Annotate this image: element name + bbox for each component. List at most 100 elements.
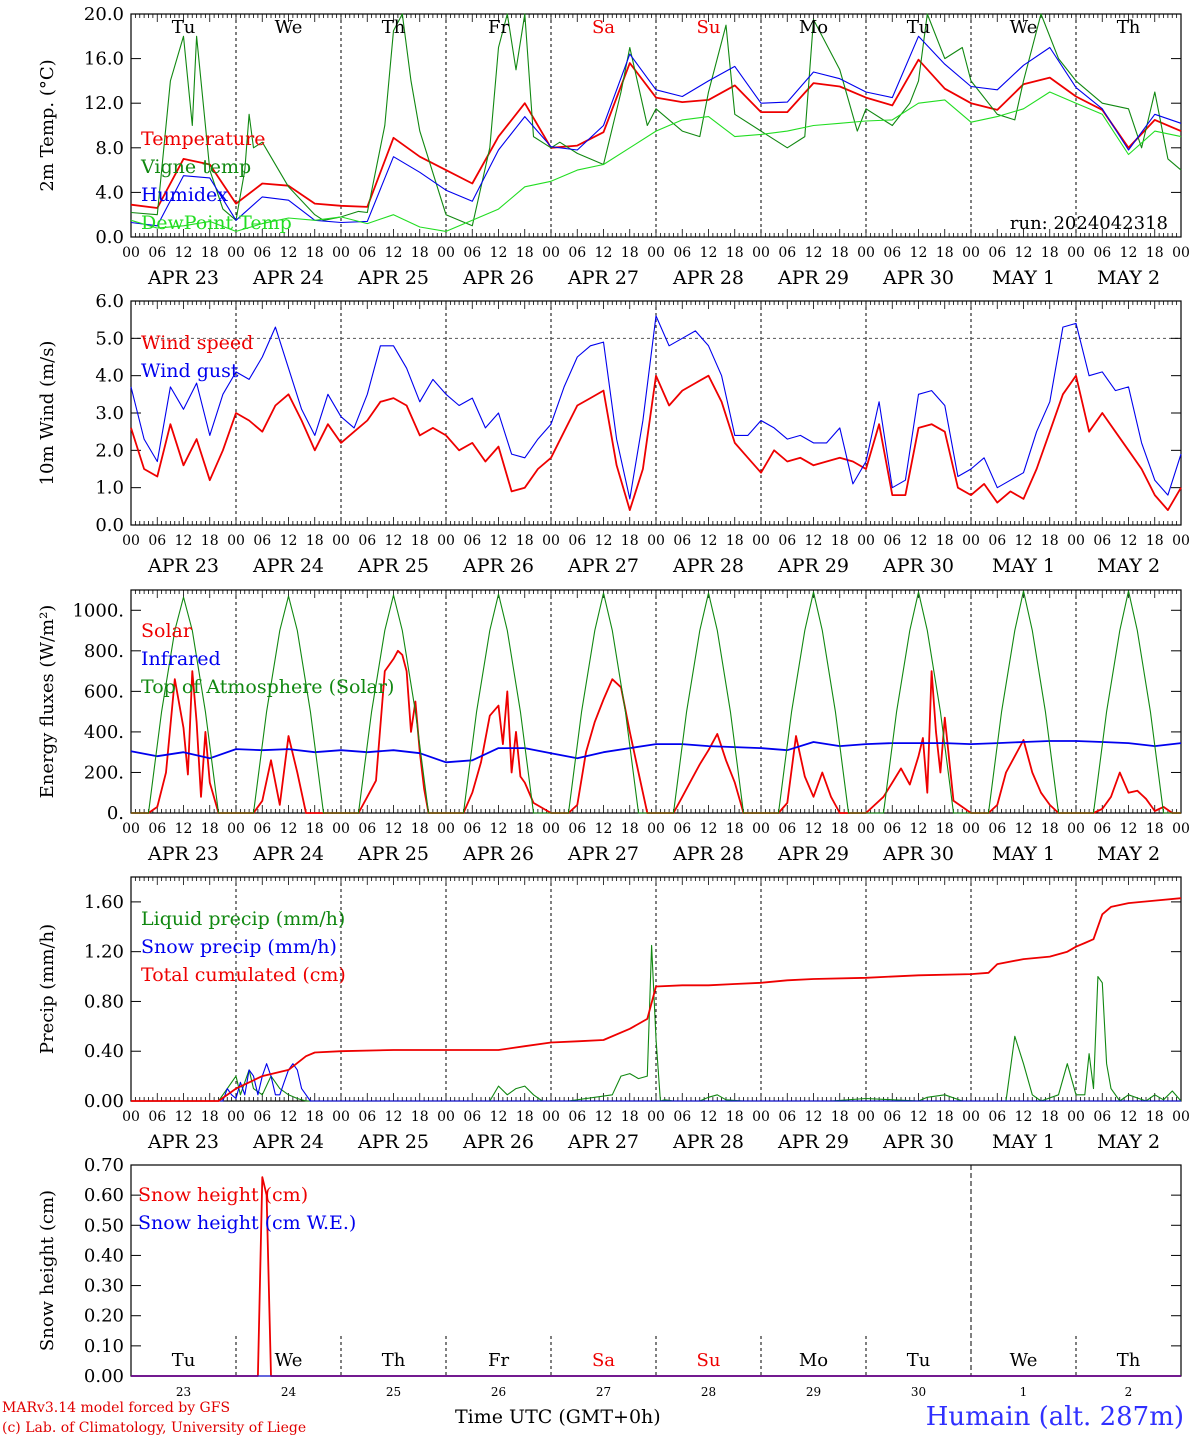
hour-tick-label: 06: [463, 821, 481, 837]
hour-tick-label: 12: [385, 245, 403, 261]
hour-tick-label: 12: [595, 245, 613, 261]
time-axis-label: Time UTC (GMT+0h): [455, 1406, 661, 1428]
hour-tick-label: 00: [1172, 1109, 1190, 1125]
panel-2: 0. 200. 400. 600. 800. 1000. Energy fluxes (W/…: [37, 589, 1190, 865]
weekday-label: Tu: [172, 17, 196, 38]
hour-tick-label: 12: [805, 821, 823, 837]
hour-tick-label: 18: [831, 533, 849, 549]
weekday-label: Tu: [907, 1350, 931, 1371]
hour-tick-label: 00: [227, 533, 245, 549]
hour-tick-label: 12: [280, 533, 298, 549]
hour-tick-label: 00: [752, 821, 770, 837]
hour-tick-label: 00: [227, 821, 245, 837]
legend-entry: Infrared: [141, 648, 221, 670]
hour-tick-label: 18: [516, 821, 534, 837]
date-label: APR 29: [777, 267, 849, 289]
hour-tick-label: 00: [1172, 821, 1190, 837]
hour-tick-label: 00: [752, 1109, 770, 1125]
hour-tick-label: 06: [1093, 533, 1111, 549]
y-tick-label: 16.0: [84, 49, 124, 70]
hour-tick-label: 00: [1067, 245, 1085, 261]
weekday-label: Mo: [799, 17, 828, 38]
hour-tick-label: 18: [831, 1109, 849, 1125]
hour-tick-label: 12: [490, 1109, 508, 1125]
hour-tick-label: 12: [280, 245, 298, 261]
hour-tick-label: 12: [490, 533, 508, 549]
y-tick-label: 0.: [107, 803, 124, 824]
hour-tick-label: 18: [201, 1109, 219, 1125]
hour-tick-label: 00: [437, 821, 455, 837]
legend-entry: Top of Atmosphere (Solar): [141, 676, 394, 698]
date-label: APR 25: [357, 1131, 429, 1153]
series-line: [130, 13, 1182, 227]
hour-tick-label: 00: [752, 245, 770, 261]
hour-tick-label: 00: [332, 245, 350, 261]
hour-tick-label: 06: [253, 821, 271, 837]
y-tick-label: 0.0: [95, 227, 124, 248]
series-line: [131, 590, 1181, 814]
hour-tick-label: 18: [936, 533, 954, 549]
legend-entry: Snow height (cm): [138, 1184, 308, 1206]
hour-tick-label: 00: [1067, 821, 1085, 837]
hour-tick-label: 12: [280, 821, 298, 837]
hour-tick-label: 18: [621, 821, 639, 837]
hour-tick-label: 12: [175, 533, 193, 549]
hour-tick-label: 18: [306, 821, 324, 837]
date-label: APR 30: [882, 843, 954, 865]
hour-tick-label: 06: [463, 245, 481, 261]
hour-tick-label: 06: [148, 1109, 166, 1125]
hour-tick-label: 18: [516, 1109, 534, 1125]
y-tick-label: 8.0: [95, 138, 124, 159]
hour-tick-label: 12: [1120, 821, 1138, 837]
hour-tick-label: 00: [437, 1109, 455, 1125]
hour-tick-label: 06: [778, 533, 796, 549]
date-label: APR 28: [672, 555, 744, 577]
hour-tick-label: 18: [1146, 533, 1164, 549]
hour-tick-label: 18: [516, 245, 534, 261]
y-tick-label: 0.00: [84, 1366, 124, 1387]
y-tick-label: 3.0: [95, 403, 124, 424]
hour-tick-label: 12: [175, 1109, 193, 1125]
weekday-label: Th: [382, 1350, 406, 1371]
date-label: APR 23: [147, 267, 219, 289]
y-tick-label: 1.20: [84, 942, 124, 963]
legend-entry: Wind gust: [141, 360, 239, 382]
date-label: APR 27: [567, 1131, 639, 1153]
hour-tick-label: 00: [962, 245, 980, 261]
hour-tick-label: 12: [595, 1109, 613, 1125]
weekday-label: Fr: [488, 1350, 509, 1371]
weekday-label: Sa: [592, 17, 615, 38]
hour-tick-label: 06: [358, 533, 376, 549]
hour-tick-label: 12: [280, 1109, 298, 1125]
hour-tick-label: 12: [700, 821, 718, 837]
series-line: [130, 58, 1182, 209]
date-label: APR 29: [777, 555, 849, 577]
hour-tick-label: 00: [857, 821, 875, 837]
hour-tick-label: 00: [122, 1109, 140, 1125]
hour-tick-label: 18: [726, 821, 744, 837]
panel-3: 0.00 0.40 0.80 1.20 1.60 Precip (mm/h) Liquid …: [37, 876, 1190, 1153]
hour-tick-label: 18: [621, 533, 639, 549]
hour-tick-label: 00: [332, 821, 350, 837]
y-tick-label: 1000.: [72, 600, 124, 621]
hour-tick-label: 06: [148, 821, 166, 837]
hour-tick-label: 12: [910, 245, 928, 261]
y-axis-label: Precip (mm/h): [37, 924, 58, 1054]
hour-tick-label: 06: [463, 533, 481, 549]
date-label: APR 26: [462, 555, 534, 577]
y-tick-label: 0.70: [84, 1155, 124, 1176]
hour-tick-label: 18: [411, 1109, 429, 1125]
hour-tick-label: 18: [621, 1109, 639, 1125]
date-label: APR 27: [567, 555, 639, 577]
y-tick-label: 4.0: [95, 182, 124, 203]
hour-tick-label: 00: [542, 1109, 560, 1125]
hour-tick-label: 18: [936, 245, 954, 261]
hour-tick-label: 12: [1120, 245, 1138, 261]
hour-tick-label: 06: [253, 245, 271, 261]
hour-tick-label: 12: [175, 821, 193, 837]
plot-frame: [130, 13, 1182, 238]
date-label: APR 24: [252, 555, 324, 577]
hour-tick-label: 12: [595, 821, 613, 837]
date-label: APR 24: [252, 843, 324, 865]
